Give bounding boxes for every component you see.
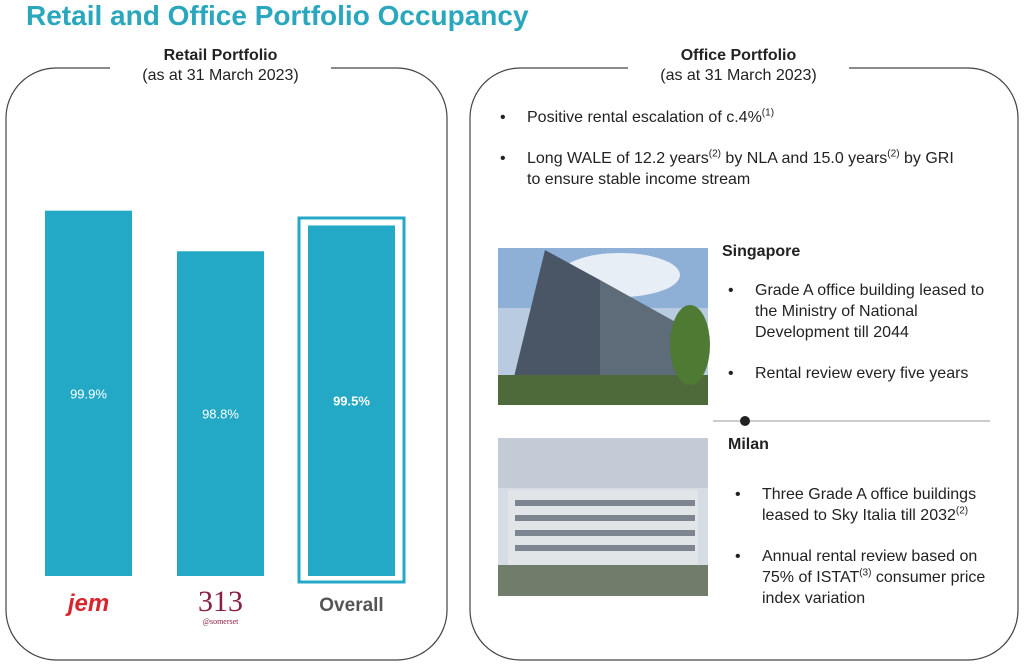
bar — [177, 251, 264, 576]
bullet: Rental review every five years — [728, 363, 1008, 384]
footnote-ref: (2) — [887, 148, 900, 160]
category-label: jem — [65, 590, 109, 617]
asset-name: Singapore — [722, 243, 801, 260]
milan-photo — [498, 438, 708, 596]
bullet: Grade A office building leased to the Mi… — [728, 280, 1008, 343]
highlight-frame — [297, 216, 406, 584]
bullet-text: Annual rental review based on 75% of IST… — [762, 548, 978, 586]
heading: Retail Portfolio — [163, 47, 278, 64]
divider-dot — [740, 416, 750, 426]
bullet-text: by GRI to ensure stable income stream — [527, 150, 954, 188]
retail-heading: Retail Portfolio (as at 31 March 2023) — [110, 46, 331, 86]
category-label: 313 — [198, 585, 243, 618]
office-bullets: Positive rental escalation of c.4%(1) Lon… — [500, 107, 970, 210]
value-label: 99.9% — [70, 386, 107, 401]
bullet: Annual rental review based on 75% of IST… — [735, 546, 1010, 609]
office-heading: Office Portfolio (as at 31 March 2023) — [628, 46, 849, 86]
bullet-text: Grade A office building leased to the Mi… — [755, 282, 985, 341]
heading: Office Portfolio — [680, 47, 797, 64]
value-label: 99.5% — [333, 394, 370, 409]
bullet-text: Rental review every five years — [755, 365, 969, 382]
asset-name: Milan — [728, 436, 769, 453]
footnote-ref: (3) — [859, 567, 872, 579]
bullet: Positive rental escalation of c.4%(1) — [500, 107, 970, 128]
bar — [308, 225, 395, 576]
chart: 99.9% 98.8% 99.5% jem 313 Overall @somerset — [45, 210, 406, 626]
asset-bullets: Three Grade A office buildings leased to… — [735, 484, 1010, 629]
footnote-ref: (2) — [708, 148, 721, 160]
subheading: (as at 31 March 2023) — [660, 67, 817, 84]
bar — [45, 210, 132, 576]
bullet: Long WALE of 12.2 years(2) by NLA and 15… — [500, 148, 970, 190]
category-note: @somerset — [203, 617, 240, 626]
bullet-text: by NLA and 15.0 years — [720, 150, 888, 167]
bullet-text: Three Grade A office buildings leased to… — [762, 486, 977, 524]
footnote-ref: (2) — [955, 505, 969, 517]
footnote-ref: (1) — [761, 107, 775, 119]
bullet-text: Long WALE of 12.2 years — [527, 150, 709, 167]
bullet-text: consumer price index variation — [762, 569, 986, 607]
bullet-text: Positive rental escalation of c.4% — [527, 109, 762, 126]
value-label: 98.8% — [202, 407, 239, 422]
asset-bullets: Grade A office building leased to the Mi… — [728, 280, 1008, 404]
singapore-photo — [498, 248, 710, 405]
bullet: Three Grade A office buildings leased to… — [735, 484, 1010, 526]
slide-title: Retail and Office Portfolio Occupancy — [26, 0, 529, 31]
subheading: (as at 31 March 2023) — [142, 67, 299, 84]
category-label: Overall — [319, 595, 383, 616]
